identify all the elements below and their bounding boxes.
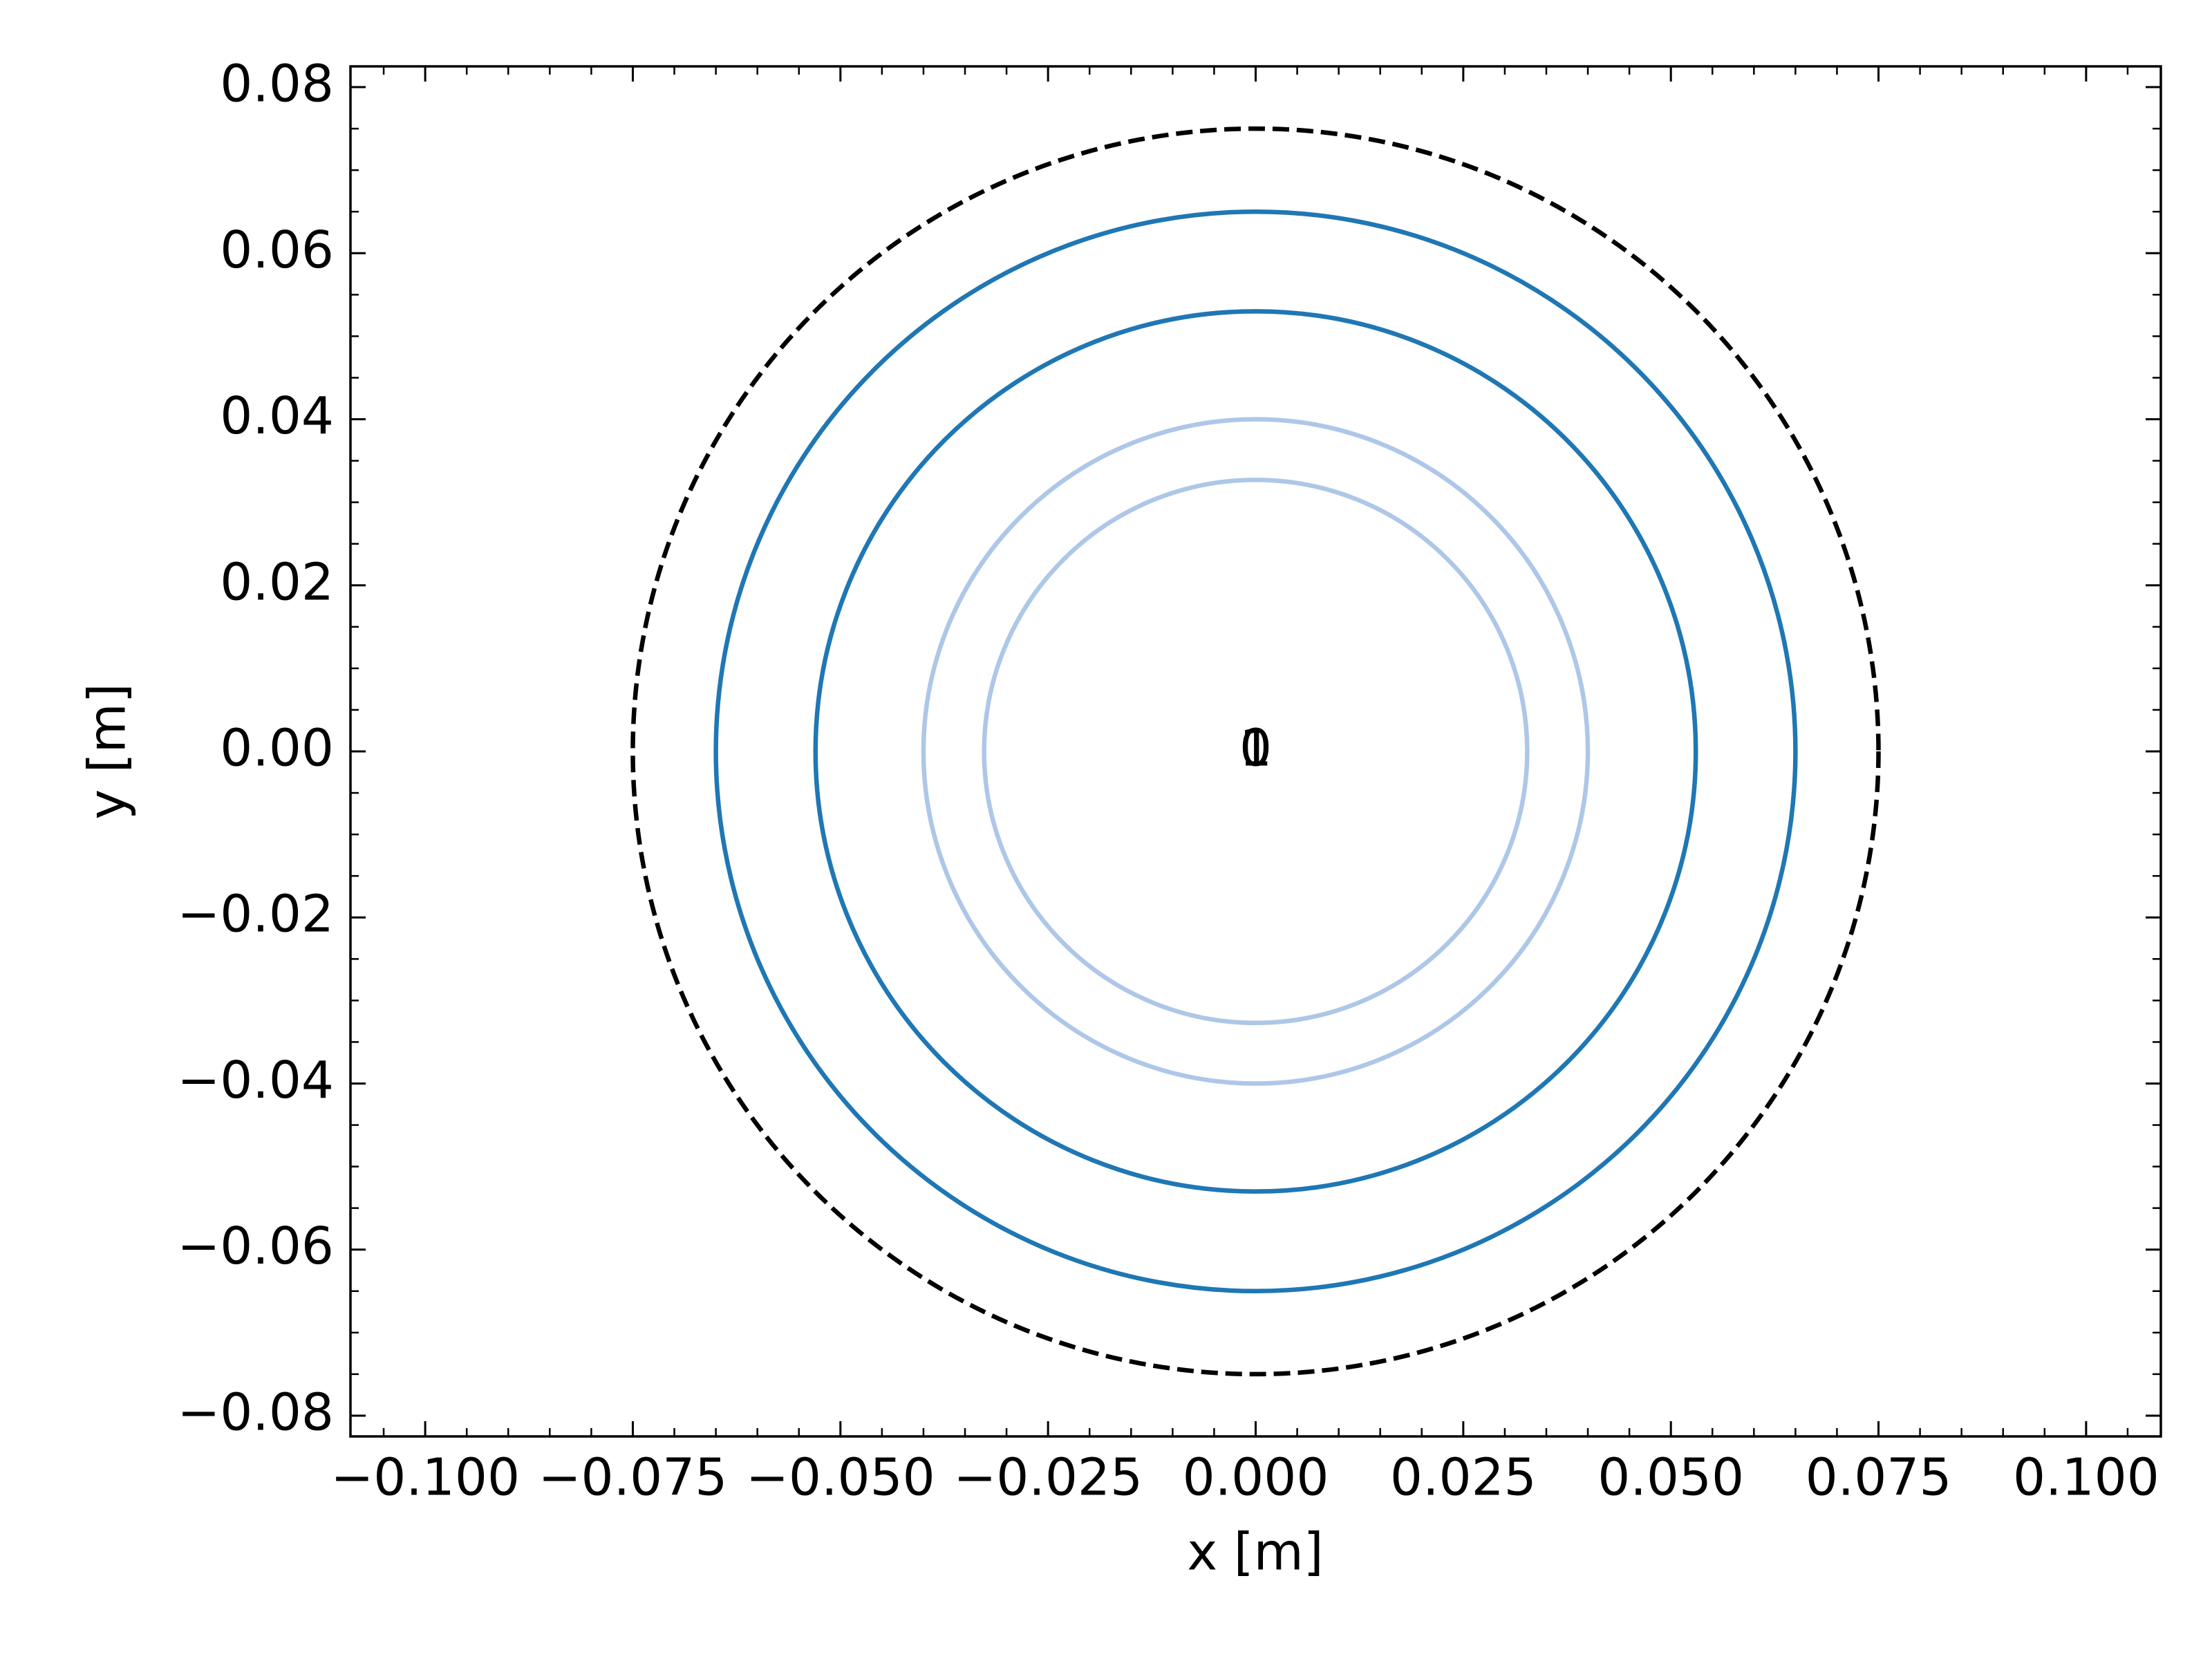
y-tick-label: 0.02	[220, 552, 334, 612]
y-tick-label: −0.04	[177, 1051, 334, 1110]
x-tick-label: −0.050	[746, 1448, 935, 1508]
y-tick-label: 0.04	[220, 386, 334, 446]
circle	[921, 417, 1591, 1086]
circle	[813, 309, 1698, 1194]
circle	[982, 477, 1530, 1026]
x-tick-label: −0.100	[330, 1448, 520, 1508]
y-axis-label: y [m]	[78, 683, 138, 819]
annotation: 0	[1239, 719, 1272, 778]
x-tick-label: 0.000	[1183, 1448, 1329, 1508]
circle	[713, 209, 1798, 1294]
x-tick-label: 0.075	[1806, 1448, 1952, 1508]
y-tick-label: −0.06	[177, 1217, 334, 1276]
x-tick-label: −0.075	[538, 1448, 728, 1508]
y-tick-label: 0.08	[220, 55, 334, 114]
y-tick-label: 0.06	[220, 221, 334, 280]
annotation: 1	[1239, 719, 1272, 778]
x-tick-label: −0.025	[953, 1448, 1143, 1508]
y-tick-label: −0.08	[177, 1382, 334, 1442]
x-tick-label: 0.100	[2013, 1448, 2159, 1508]
y-tick-label: 0.00	[220, 719, 334, 778]
x-axis-label: x [m]	[1187, 1523, 1323, 1582]
circle	[630, 126, 1881, 1377]
y-tick-label: −0.02	[177, 885, 334, 944]
x-tick-label: 0.025	[1390, 1448, 1537, 1508]
x-tick-label: 0.050	[1597, 1448, 1744, 1508]
